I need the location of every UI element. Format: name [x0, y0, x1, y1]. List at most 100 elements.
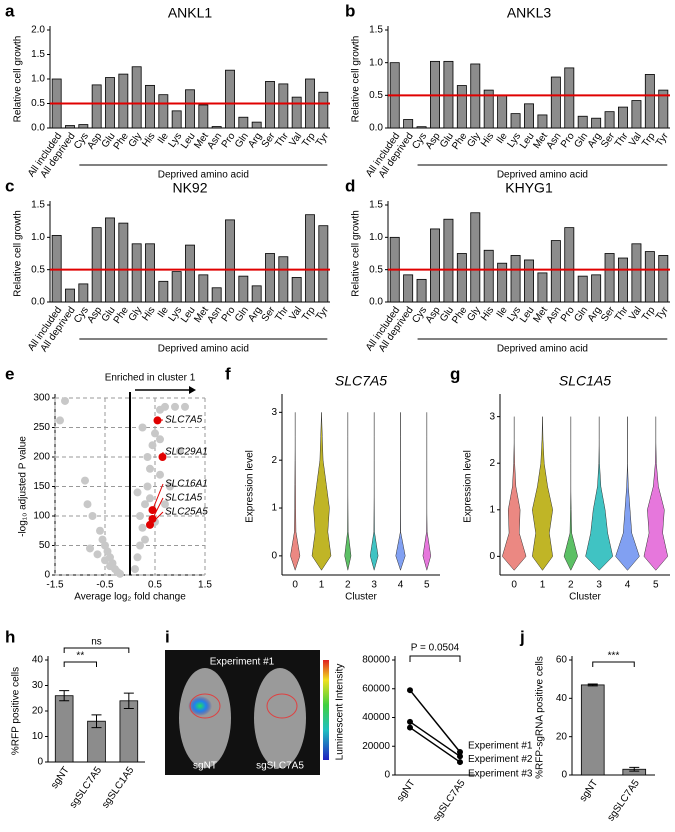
- x-axis-label: Deprived amino acid: [497, 170, 588, 181]
- x-tick-label: sgSLC7A5: [431, 778, 468, 824]
- point: [56, 416, 64, 425]
- x-tick-label: 5: [653, 580, 659, 591]
- bar: [291, 96, 302, 129]
- bar: [171, 110, 182, 129]
- violin: [501, 416, 527, 571]
- y-tick-label: 0.0: [369, 123, 383, 134]
- point: [407, 718, 413, 725]
- panel-label: g: [450, 364, 460, 383]
- panel-label: a: [5, 1, 15, 20]
- x-tick-label: sgSLC7A5: [68, 765, 105, 811]
- x-tick-label: 4: [398, 580, 404, 591]
- point: [181, 402, 189, 411]
- panel-label: i: [165, 627, 170, 646]
- y-tick-label: 0.5: [31, 264, 45, 275]
- error-bar: [629, 766, 640, 772]
- panel-label: c: [5, 176, 14, 195]
- point: [151, 429, 159, 438]
- chart-title: ANKL3: [507, 5, 552, 21]
- chart-title: ANKL1: [168, 5, 213, 21]
- series-line: [409, 689, 461, 753]
- violin: [395, 412, 406, 572]
- comparison-bracket: [63, 661, 97, 667]
- point: [106, 562, 114, 571]
- chart-title: NK92: [172, 180, 207, 196]
- bar: [131, 243, 142, 303]
- panel-label: e: [5, 364, 14, 383]
- y-tick-label: 0: [489, 551, 495, 562]
- panel-label: f: [225, 364, 231, 383]
- bar: [403, 119, 414, 129]
- point: [136, 541, 144, 550]
- comparison-label: ***: [608, 651, 620, 662]
- x-axis-label: Deprived amino acid: [158, 344, 249, 355]
- bar: [305, 214, 315, 303]
- x-tick-label: Tyr: [314, 130, 331, 148]
- bar: [631, 243, 642, 303]
- point: [161, 402, 169, 411]
- x-tick-label: 1: [319, 580, 325, 591]
- point: [101, 556, 109, 565]
- point: [457, 753, 463, 760]
- highlight-point: [148, 506, 157, 515]
- bar: [591, 274, 602, 303]
- y-tick-label: 60000: [362, 683, 390, 694]
- x-tick-label: Tyr: [654, 304, 671, 322]
- y-tick-label: 3: [271, 407, 277, 418]
- bar: [564, 227, 575, 303]
- y-tick-label: 1: [271, 503, 277, 514]
- bar: [145, 243, 155, 303]
- bar: [644, 74, 655, 129]
- y-tick-label: 0.5: [369, 90, 383, 101]
- x-axis-label: Deprived amino acid: [158, 170, 249, 181]
- bar: [618, 106, 628, 129]
- y-tick-label: 20: [556, 731, 568, 742]
- point: [88, 512, 97, 520]
- bar: [131, 66, 142, 129]
- x-tick-label: sgNT: [395, 778, 418, 804]
- y-axis-label: %RFP positive cells: [11, 667, 22, 755]
- y-tick-label: 300: [33, 393, 50, 404]
- violin: [311, 412, 332, 571]
- series-label: Experiment #2: [468, 754, 533, 765]
- point: [133, 488, 142, 497]
- error-bar: [587, 683, 598, 687]
- x-tick-label: -1.5: [46, 580, 64, 591]
- y-axis-label: Relative cell growth: [13, 36, 24, 123]
- bar: [211, 287, 222, 303]
- bar: [65, 125, 75, 129]
- bar: [550, 240, 561, 303]
- bar: [403, 274, 414, 303]
- x-tick-label: 4: [625, 580, 631, 591]
- bar: [470, 212, 481, 303]
- bar: [185, 89, 195, 129]
- y-tick-label: 3: [489, 411, 495, 422]
- point: [146, 464, 154, 473]
- bar: [604, 253, 615, 303]
- image-text: sgSLC7A5: [256, 761, 304, 772]
- x-tick-label: sgSLC7A5: [605, 778, 642, 824]
- bar: [483, 89, 494, 129]
- x-tick-label: 5: [424, 580, 430, 591]
- point: [148, 441, 157, 450]
- bar: [456, 85, 467, 129]
- series-label: Experiment #1: [468, 741, 533, 752]
- y-tick-label: 10: [32, 731, 44, 742]
- y-tick-label: 2: [489, 458, 495, 469]
- series-line: [409, 721, 461, 757]
- point: [407, 724, 413, 731]
- bar: [238, 116, 249, 129]
- error-bar: [91, 714, 102, 729]
- y-tick-label: 2: [271, 455, 277, 466]
- point: [176, 447, 184, 456]
- bar: [158, 94, 169, 129]
- x-tick-label: 0.5: [148, 580, 162, 591]
- roi: [189, 693, 221, 719]
- bar: [524, 103, 534, 129]
- violin: [344, 412, 352, 571]
- signal: [188, 696, 212, 716]
- bar: [185, 244, 195, 303]
- bar: [658, 255, 669, 303]
- point: [171, 402, 179, 411]
- y-axis-label: Expression level: [245, 450, 256, 523]
